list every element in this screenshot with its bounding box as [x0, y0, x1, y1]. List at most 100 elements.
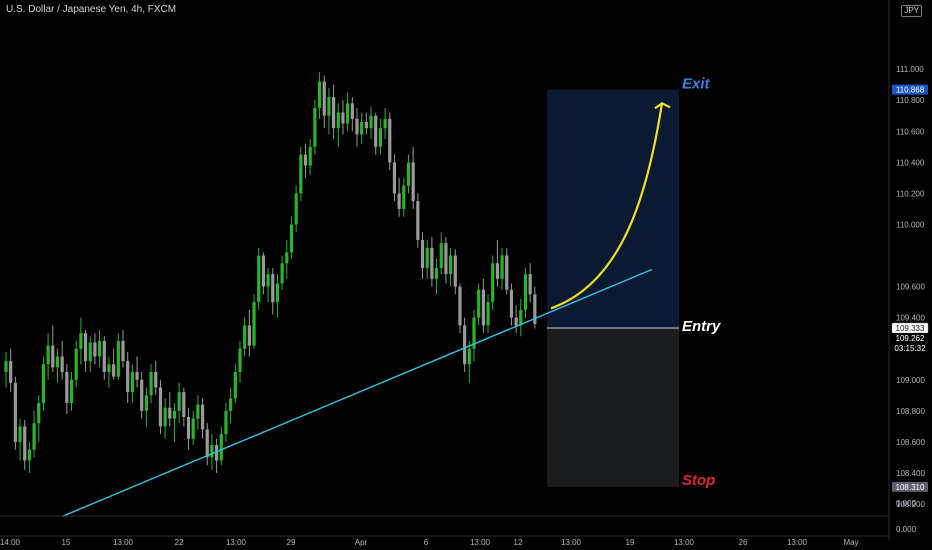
y-tick-label: 110.000 [896, 220, 925, 229]
x-tick-label: 13:00 [113, 538, 134, 547]
candle-body [196, 404, 200, 419]
candle-body [4, 361, 8, 372]
candle-body [74, 348, 78, 380]
candle [154, 361, 158, 396]
x-tick-label: Apr [355, 538, 368, 547]
entry-label: Entry [682, 318, 721, 335]
time-axis[interactable]: 14:00 15 13:00 22 13:00 29 Apr 6 13:00 12 13:00 19 1… [0, 535, 889, 547]
candle-body [275, 283, 280, 303]
candle [98, 330, 102, 368]
candle-body [65, 371, 69, 404]
candle-body [327, 97, 331, 116]
candle [411, 146, 415, 209]
x-tick-label: 13:00 [561, 538, 582, 547]
candle [238, 340, 242, 383]
price-tag-last: 109.262 [892, 333, 928, 344]
candle-body [392, 162, 397, 194]
y-tick-label: 109.000 [896, 376, 925, 385]
currency-badge[interactable]: JPY [901, 5, 922, 17]
candle [523, 267, 528, 318]
candle [83, 330, 88, 372]
candle [182, 387, 186, 427]
candle [130, 364, 134, 404]
exit-label: Exit [682, 76, 711, 93]
candle-body [444, 243, 448, 275]
candle [215, 438, 219, 473]
candle [51, 325, 55, 372]
candle [369, 106, 373, 140]
price-axis[interactable]: 111.000 110.800 110.600 110.400 110.200 110.0… [888, 0, 925, 540]
candle-body [229, 398, 233, 411]
candle [453, 249, 457, 295]
candle-body [93, 342, 97, 357]
price-tag-bg [892, 84, 928, 95]
candle-body [130, 371, 134, 393]
candle-body [402, 185, 406, 209]
candle-body [439, 243, 443, 268]
candle-body [13, 382, 17, 442]
candle-body [37, 403, 41, 424]
candle-body [378, 128, 382, 147]
candle [472, 309, 476, 362]
candle [69, 371, 74, 411]
candle [495, 239, 499, 287]
candle [486, 294, 490, 334]
candle [332, 84, 336, 140]
x-tick-label: 29 [287, 538, 296, 547]
candle-body [416, 201, 420, 240]
candle-body [467, 348, 471, 365]
x-tick-label: 14:00 [0, 538, 21, 547]
candle [308, 139, 312, 175]
candle [257, 247, 261, 310]
price-tag-countdown: 03:15:32 [892, 343, 928, 354]
candle-body [449, 255, 453, 275]
candle-body [186, 417, 191, 439]
candle-body [280, 263, 284, 284]
candle [121, 330, 125, 368]
candle-body [219, 434, 223, 461]
candle [509, 283, 514, 326]
x-tick-label: 13:00 [226, 538, 247, 547]
candle-body [434, 267, 439, 279]
trendline[interactable] [61, 268, 653, 518]
candle-body [505, 255, 509, 290]
candle-body [102, 340, 106, 372]
candle [196, 395, 200, 430]
candle [9, 348, 13, 393]
candle [135, 356, 139, 388]
candle-body [98, 340, 102, 357]
x-tick-label: 15 [62, 538, 71, 547]
candle [397, 177, 401, 217]
candle-body [154, 371, 158, 388]
candle [481, 278, 485, 334]
candle [355, 107, 359, 147]
candle-body [9, 361, 13, 383]
candle-body [481, 289, 485, 326]
candle-body [107, 364, 111, 372]
candle [252, 294, 256, 349]
candle [430, 236, 434, 287]
y-tick-label: 111.000 [896, 65, 924, 74]
candle [425, 239, 429, 279]
candle [261, 252, 265, 295]
price-tag-text: 109.262 [896, 334, 925, 343]
candle [18, 418, 22, 461]
candle-body [271, 274, 275, 303]
candle [280, 255, 284, 290]
y-tick-label: 110.800 [896, 96, 925, 105]
candle-body [388, 118, 392, 163]
price-tag-text: 108.310 [896, 483, 925, 492]
candle [378, 118, 382, 155]
candle-body [369, 115, 373, 129]
y-tick-label: 108.800 [896, 407, 925, 416]
candle-body [163, 407, 167, 427]
candle [294, 185, 298, 233]
candle [144, 387, 148, 427]
candle [37, 395, 41, 442]
candle [299, 146, 303, 202]
candle-body [191, 418, 195, 439]
candle-body [205, 429, 209, 458]
candle-body [383, 118, 387, 129]
